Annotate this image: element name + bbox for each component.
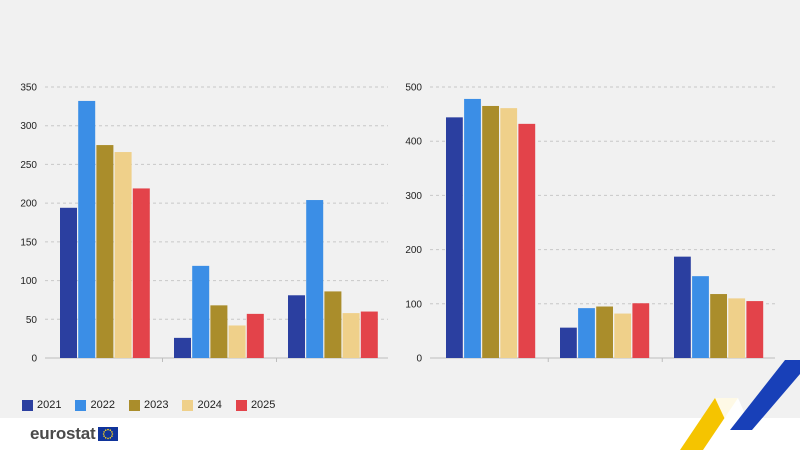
legend-label-2023: 2023 xyxy=(143,399,169,411)
left-ytick-label: 350 xyxy=(20,83,37,94)
legend-item-2022: 2022 xyxy=(75,399,115,411)
left-bar-2021-group-1 xyxy=(60,207,77,358)
left-ytick-label: 100 xyxy=(20,276,37,287)
right-bar-2023-group-3 xyxy=(710,294,727,358)
left-bar-2021-group-2 xyxy=(174,337,191,358)
right-ytick-label: 300 xyxy=(405,191,422,202)
left-bar-2023-group-1 xyxy=(96,145,114,358)
right-bar-2022-group-3 xyxy=(692,276,709,358)
left-bar-2022-group-3 xyxy=(306,200,324,358)
left-ytick-label: 250 xyxy=(20,160,37,171)
legend-swatch-2025 xyxy=(235,399,247,411)
right-bar-2023-group-1 xyxy=(482,105,499,358)
brand-name: eurostat xyxy=(30,424,96,443)
legend-swatch-2021 xyxy=(22,399,33,411)
left-ytick-label: 150 xyxy=(20,237,37,248)
left-bar-2024-group-2 xyxy=(228,325,246,358)
left-bar-2025-group-3 xyxy=(360,311,378,358)
chart-right: 0 100 200 300 400 500 xyxy=(405,83,775,365)
right-bar-2024-group-1 xyxy=(500,108,518,358)
left-bar-2021-group-3 xyxy=(288,295,305,358)
legend: 2021 2022 2023 2024 2025 xyxy=(22,399,275,411)
legend-label-2025: 2025 xyxy=(250,399,276,411)
right-ytick-label: 200 xyxy=(405,245,422,256)
left-bar-2023-group-3 xyxy=(324,291,342,358)
left-bar-2025-group-2 xyxy=(246,313,264,358)
left-ytick-label: 300 xyxy=(20,121,37,132)
left-bar-2024-group-1 xyxy=(114,152,132,358)
right-ytick-label: 100 xyxy=(405,299,422,310)
right-ytick-label: 500 xyxy=(405,83,422,94)
left-bar-2024-group-3 xyxy=(342,313,360,358)
eu-flag-icon xyxy=(98,427,119,441)
left-bar-2023-group-2 xyxy=(210,305,228,358)
right-bar-2022-group-1 xyxy=(464,98,481,358)
right-bar-2021-group-3 xyxy=(674,256,691,358)
legend-label-2022: 2022 xyxy=(90,399,115,411)
left-ytick-label: 200 xyxy=(20,199,37,210)
legend-item-2021: 2021 xyxy=(22,399,61,411)
right-ytick-label: 0 xyxy=(416,354,422,365)
right-bar-2024-group-2 xyxy=(614,313,632,358)
right-bar-2025-group-1 xyxy=(518,123,536,358)
right-bar-2025-group-3 xyxy=(746,301,764,358)
left-ytick-label: 50 xyxy=(26,315,38,326)
left-ytick-label: 0 xyxy=(31,354,37,365)
eurostat-ribbon-decoration xyxy=(680,360,800,450)
legend-swatch-2024 xyxy=(182,399,194,411)
legend-label-2021: 2021 xyxy=(37,399,62,411)
left-bar-2025-group-1 xyxy=(132,188,150,358)
eurostat-logo: eurostat xyxy=(30,424,119,444)
legend-label-2024: 2024 xyxy=(197,399,222,411)
right-bar-2024-group-3 xyxy=(728,298,746,358)
footer-bar xyxy=(0,418,800,450)
ribbon-blue-shape xyxy=(730,360,800,430)
right-ytick-label: 400 xyxy=(405,137,422,148)
right-bar-2023-group-2 xyxy=(596,306,613,358)
legend-item-2023: 2023 xyxy=(128,399,169,411)
left-bar-2022-group-2 xyxy=(192,265,210,358)
legend-item-2025: 2025 xyxy=(235,399,276,411)
legend-item-2024: 2024 xyxy=(182,399,222,411)
right-bar-2022-group-2 xyxy=(578,308,595,358)
right-bar-2021-group-2 xyxy=(560,327,577,358)
chart-left: 0 50 100 150 200 250 300 350 xyxy=(20,83,388,365)
right-bar-2025-group-2 xyxy=(632,303,650,358)
legend-swatch-2022 xyxy=(75,399,87,411)
legend-swatch-2023 xyxy=(128,399,140,411)
right-bar-2021-group-1 xyxy=(446,117,463,359)
left-bar-2022-group-1 xyxy=(78,100,96,359)
